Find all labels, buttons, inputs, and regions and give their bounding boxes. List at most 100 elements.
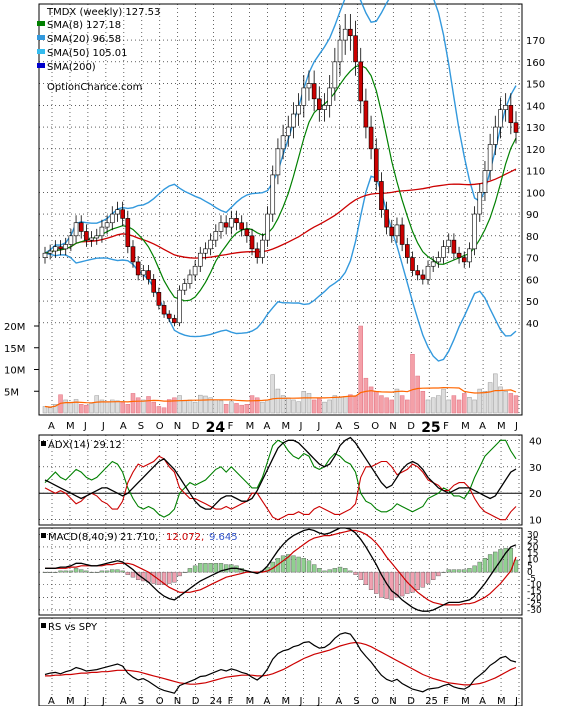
candle-body	[503, 105, 508, 110]
candle-body	[89, 237, 94, 241]
volume-bar	[156, 406, 162, 414]
macd-histogram-bar	[462, 569, 467, 573]
volume-bar	[456, 399, 462, 414]
volume-bar	[177, 395, 182, 414]
volume-bar	[110, 399, 115, 414]
x-axis-label-bottom: J	[298, 696, 302, 706]
candle-body	[161, 305, 167, 315]
volume-tick-label: 15M	[4, 344, 25, 355]
macd-histogram-bar	[503, 547, 508, 573]
candle-body	[63, 244, 69, 250]
price-tick-label: 120	[526, 145, 545, 156]
volume-bar	[182, 400, 187, 414]
volume-bar	[348, 394, 353, 414]
x-axis-label-bottom: A	[479, 696, 486, 706]
volume-bar	[368, 386, 374, 414]
macd-tick-label: 20	[527, 543, 539, 553]
candle-body	[229, 218, 234, 228]
volume-bar	[337, 397, 343, 414]
legend-swatch	[37, 49, 45, 54]
macd-histogram-bar	[410, 571, 415, 593]
volume-bar	[358, 325, 363, 414]
x-axis-label: A	[264, 421, 271, 432]
x-axis-label: A	[335, 421, 342, 432]
macd-signal-value: 12.072,	[166, 532, 204, 543]
volume-bar	[208, 397, 213, 414]
macd-tick-label: 10	[527, 556, 539, 566]
macd-histogram-bar	[379, 571, 384, 598]
x-axis-label-bottom: O	[156, 696, 164, 706]
candle-body	[291, 113, 296, 128]
price-tick-label: 80	[526, 232, 539, 243]
macd-histogram-bar	[291, 555, 296, 573]
volume-bar	[410, 354, 415, 414]
volume-bar	[482, 391, 488, 414]
candle-body	[410, 257, 415, 271]
volume-bar	[172, 397, 177, 414]
volume-bar	[239, 404, 244, 414]
x-axis-label-bottom: N	[174, 696, 181, 706]
macd-histogram-bar	[487, 554, 493, 573]
volume-bar	[405, 399, 410, 414]
x-axis-label: O	[371, 421, 379, 432]
macd-histogram-bar	[456, 569, 462, 573]
volume-bar	[311, 399, 317, 414]
x-axis-label-bottom: F	[443, 696, 449, 706]
candle-body	[363, 100, 369, 128]
legend-swatch	[37, 63, 45, 68]
volume-bar	[141, 399, 146, 414]
x-axis-label-bottom: S	[353, 696, 359, 706]
x-axis-label-bottom: S	[138, 696, 144, 706]
volume-tick-label: 20M	[4, 322, 25, 333]
source-label: OptionChance.com	[47, 82, 142, 93]
candle-body	[208, 239, 213, 250]
macd-histogram-bar	[317, 568, 322, 573]
volume-bar	[446, 399, 451, 414]
volume-bar	[353, 395, 358, 414]
macd-histogram-bar	[493, 551, 498, 573]
macd-hist-value: 9.645	[209, 532, 238, 543]
volume-bar	[477, 388, 483, 414]
volume-bar	[317, 397, 322, 414]
price-tick-label: 160	[526, 58, 545, 69]
macd-histogram-bar	[187, 568, 193, 573]
bollinger-upper-line	[44, 0, 517, 254]
candle-body	[249, 235, 255, 250]
adx-tick-label: 30	[529, 463, 542, 474]
macd-histogram-bar	[94, 571, 99, 573]
candle-body	[115, 209, 120, 215]
x-axis-label: M	[246, 421, 255, 432]
volume-bar	[327, 399, 332, 414]
candle-body	[482, 170, 488, 193]
macd-histogram-bar	[472, 565, 477, 573]
macd-histogram-bar	[332, 568, 338, 573]
macd-histogram-bar	[47, 571, 53, 573]
candle-body	[125, 218, 131, 247]
candle-body	[203, 248, 208, 254]
candle-body	[415, 270, 420, 276]
x-axis-label: S	[353, 421, 359, 432]
volume-bar	[234, 403, 239, 414]
candle-body	[296, 105, 301, 115]
candle-body	[373, 148, 379, 182]
candle-body	[472, 213, 477, 250]
adx-line	[44, 436, 517, 510]
macd-histogram-bar	[327, 569, 332, 573]
x-axis-label-bottom: A	[264, 696, 271, 706]
candle-body	[280, 135, 286, 150]
panel-frame-adx	[38, 434, 523, 526]
macd-tick-label: -30	[527, 606, 542, 616]
panel-frame-price	[38, 3, 523, 416]
volume-average-line	[44, 386, 517, 408]
macd-histogram-bar	[467, 568, 472, 573]
volume-bar	[503, 391, 508, 414]
legend-item: SMA(50) 105.01	[47, 48, 128, 59]
legend-item: SMA(8) 127.18	[47, 20, 121, 31]
volume-bar	[286, 397, 291, 414]
volume-bar	[498, 386, 503, 414]
x-axis-label: J	[101, 421, 105, 432]
x-axis-label-bottom: F	[228, 696, 234, 706]
candle-body	[213, 231, 219, 241]
adx-title: ADX(14) 29.12	[48, 440, 122, 451]
volume-bar	[420, 391, 426, 414]
